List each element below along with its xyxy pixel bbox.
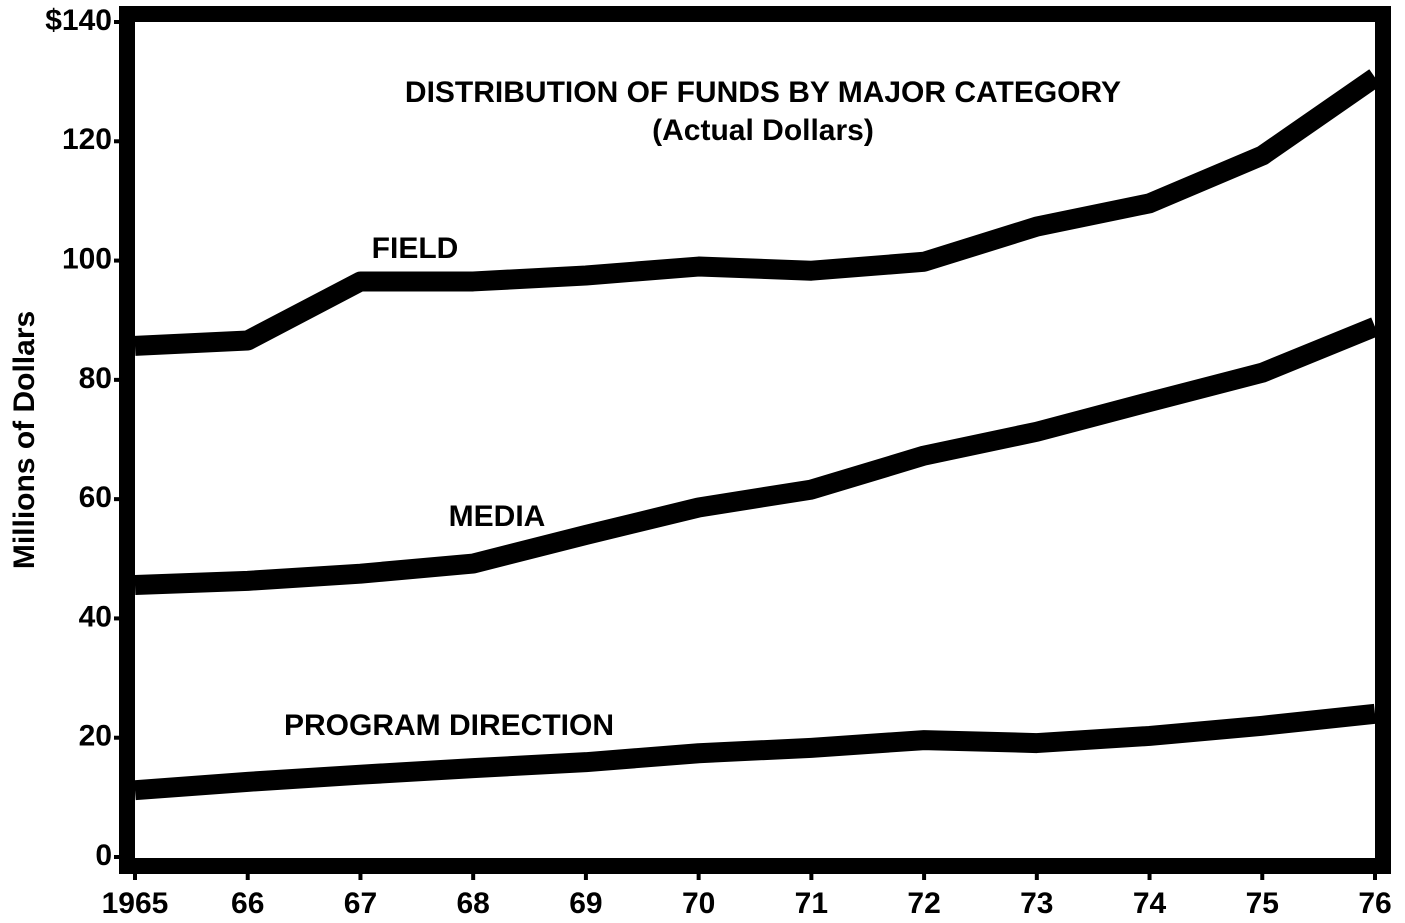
series-label: MEDIA <box>449 500 546 533</box>
x-tick-label: 68 <box>456 887 489 920</box>
x-tick-label: 1965 <box>102 887 169 920</box>
chart-subtitle: (Actual Dollars) <box>652 114 874 147</box>
x-tick-label: 76 <box>1358 887 1391 920</box>
x-tick-label: 70 <box>682 887 715 920</box>
y-tick-label: 60 <box>79 481 112 514</box>
x-tick-label: 74 <box>1133 887 1167 920</box>
y-tick-label: 0 <box>95 839 112 872</box>
y-tick-label: 100 <box>62 242 112 275</box>
y-tick-label: $140 <box>45 4 112 37</box>
plot-frame <box>119 6 1391 874</box>
y-axis-label: Millions of Dollars <box>8 311 41 569</box>
chart-title: DISTRIBUTION OF FUNDS BY MAJOR CATEGORY <box>405 76 1121 109</box>
series-line <box>134 317 1379 596</box>
series-line <box>134 69 1381 356</box>
y-tick-label: 120 <box>62 123 112 156</box>
x-tick-label: 66 <box>231 887 264 920</box>
series-label: PROGRAM DIRECTION <box>284 709 614 742</box>
x-tick-label: 73 <box>1020 887 1053 920</box>
x-tick-label: 67 <box>344 887 377 920</box>
y-tick-label: 80 <box>79 362 112 395</box>
y-tick-label: 20 <box>79 720 112 753</box>
y-tick-label: 40 <box>79 600 112 633</box>
x-tick-label: 75 <box>1246 887 1279 920</box>
series-line <box>134 703 1377 801</box>
series-label: FIELD <box>372 232 459 265</box>
x-tick-label: 69 <box>569 887 602 920</box>
x-tick-label: 71 <box>795 887 828 920</box>
x-tick-label: 72 <box>907 887 940 920</box>
